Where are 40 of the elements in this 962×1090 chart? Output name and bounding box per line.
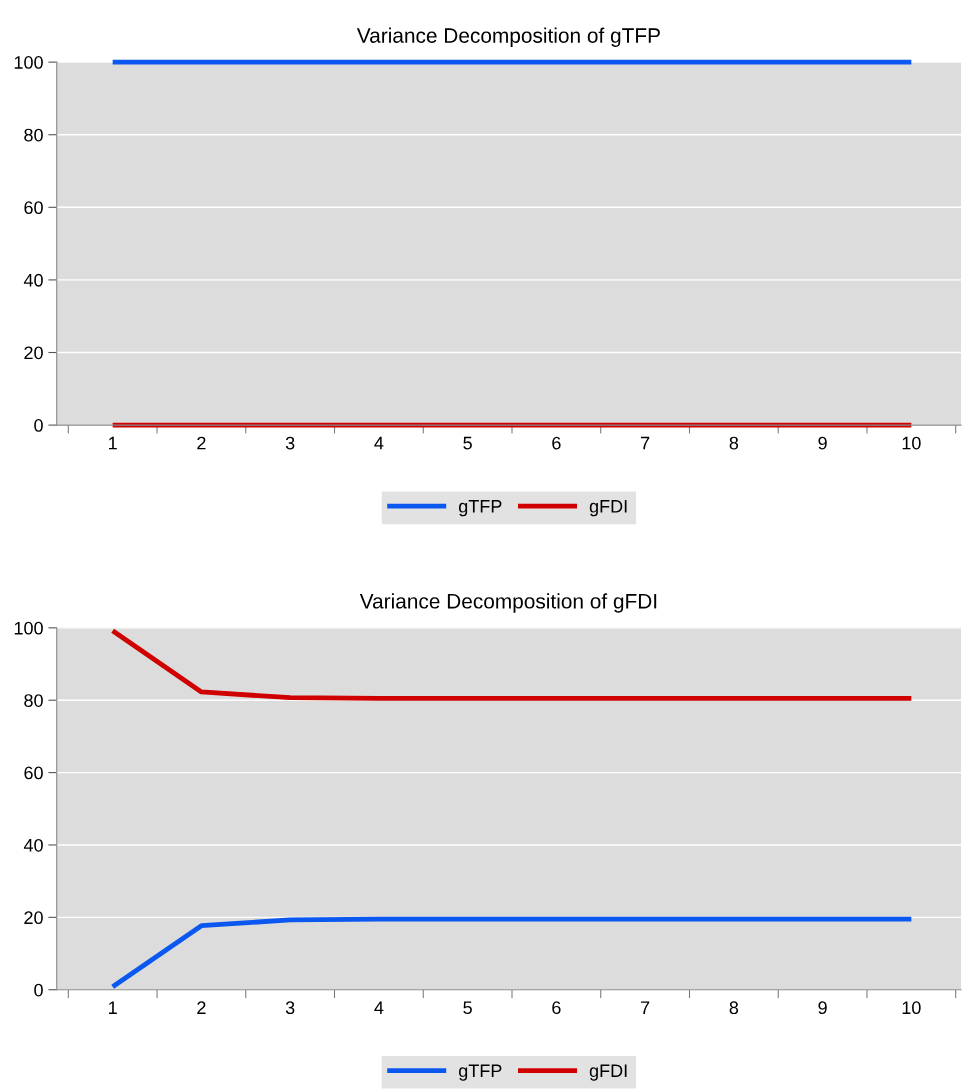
line-series — [110, 628, 914, 701]
x-tick-label: 9 — [818, 436, 827, 450]
y-tick-label: 60 — [24, 201, 43, 215]
y-tick-label: 20 — [24, 346, 43, 360]
x-tick-label: 2 — [197, 436, 206, 450]
x-tick-label: 3 — [285, 1001, 295, 1015]
y-tick-label: 40 — [23, 838, 43, 852]
y-tick-label: 80 — [24, 128, 43, 142]
x-tick-label: 8 — [729, 1001, 739, 1015]
y-tick-label: 80 — [24, 694, 43, 707]
x-tick-label: 10 — [902, 436, 921, 450]
x-tick-label: 6 — [552, 436, 561, 450]
x-tick-label: 7 — [641, 1001, 650, 1014]
x-tick-label: 7 — [641, 436, 650, 450]
y-tick-label: 20 — [24, 911, 43, 925]
x-tick-label: 2 — [197, 1001, 206, 1014]
x-tick-label: 5 — [463, 1001, 472, 1015]
y-tick-label: 0 — [34, 419, 43, 432]
legend-label: gFDI — [589, 500, 627, 517]
x-tick-label: 4 — [374, 1001, 384, 1014]
chart-title: Variance Decomposition of gTFP — [356, 27, 660, 48]
legend-label: gFDI — [589, 1064, 627, 1081]
x-tick-label: 6 — [552, 1001, 561, 1015]
x-tick-label: 10 — [902, 1001, 921, 1015]
x-tick-label: 5 — [463, 436, 472, 450]
y-tick-label: 100 — [14, 621, 43, 635]
chart-title: Variance Decomposition of gFDI — [359, 593, 657, 613]
line-series — [110, 916, 914, 990]
y-tick-label: 0 — [34, 983, 43, 997]
y-tick-label: 40 — [23, 273, 43, 287]
y-tick-label: 100 — [14, 56, 43, 69]
legend-label: gTFP — [459, 500, 502, 517]
x-tick-label: 8 — [729, 436, 739, 450]
x-tick-label: 3 — [285, 436, 295, 450]
x-tick-label: 1 — [109, 1001, 117, 1014]
legend-label: gTFP — [459, 1064, 502, 1081]
x-tick-label: 4 — [374, 436, 384, 450]
x-tick-label: 9 — [818, 1001, 827, 1015]
y-tick-label: 60 — [24, 766, 43, 780]
x-tick-label: 1 — [109, 436, 117, 450]
